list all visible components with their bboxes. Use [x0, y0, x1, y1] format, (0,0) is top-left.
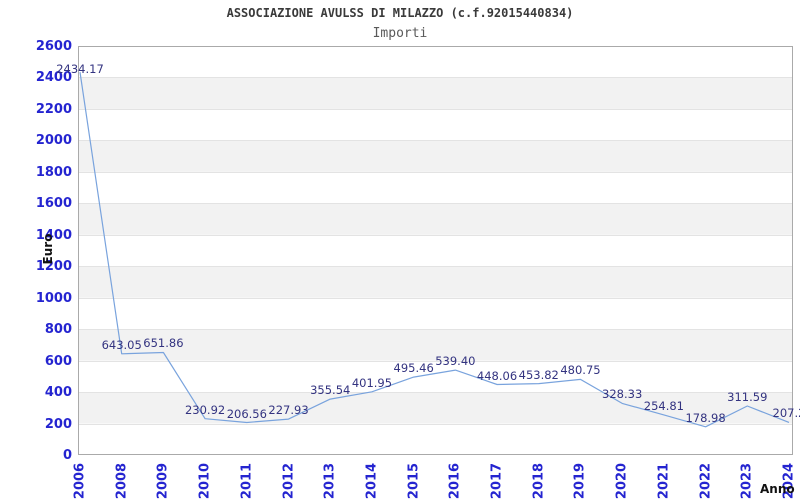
plot-border [78, 46, 793, 455]
y-tick-label: 600 [44, 353, 72, 369]
point-value-label: 355.54 [310, 383, 351, 398]
x-axis-label: Anno [760, 482, 795, 496]
y-tick-label: 1800 [35, 164, 72, 180]
x-tick-label: 2016 [447, 462, 463, 500]
y-tick-label: 2200 [35, 101, 72, 117]
point-value-label: 230.92 [184, 402, 226, 417]
point-value-label: 453.82 [518, 367, 559, 382]
x-tick-label: 2014 [364, 462, 380, 500]
band-stripe [78, 77, 793, 109]
point-value-label: 207.2 [772, 406, 800, 421]
x-tick-label: 2015 [406, 462, 422, 500]
y-tick-label: 2400 [35, 70, 72, 86]
y-tick-label: 1600 [35, 196, 72, 212]
data-line [79, 72, 790, 428]
y-tick-label: 800 [44, 322, 72, 338]
point-value-label: 651.86 [143, 336, 184, 351]
point-value-label: 495.46 [393, 361, 434, 376]
y-tick-label: 1200 [35, 259, 72, 275]
x-tick-label: 2010 [197, 462, 213, 500]
point-value-label: 206.56 [226, 406, 267, 421]
x-tick-label: 2018 [531, 462, 547, 500]
point-value-label: 227.93 [268, 403, 309, 418]
x-tick-label: 2017 [489, 462, 505, 500]
y-tick-label: 1000 [35, 290, 72, 306]
y-axis-label: Euro [41, 233, 55, 265]
x-tick-label: 2012 [281, 462, 297, 500]
point-value-label: 401.95 [351, 375, 393, 390]
x-tick-label: 2023 [739, 462, 755, 500]
point-value-label: 178.98 [685, 410, 726, 425]
point-value-label: 328.33 [602, 387, 643, 402]
x-tick-label: 2011 [239, 462, 255, 500]
point-value-label: 2434.17 [56, 62, 104, 77]
y-tick-label: 1400 [35, 227, 72, 243]
chart-subtitle: Importi [372, 26, 428, 41]
y-tick-label: 2000 [35, 133, 72, 149]
x-tick-label: 2022 [698, 462, 714, 500]
x-tick-label: 2020 [614, 462, 630, 500]
x-tick-label: 2009 [155, 462, 171, 500]
y-tick-label: 400 [44, 385, 72, 401]
point-value-label: 643.05 [101, 337, 142, 352]
band-stripe [78, 329, 793, 361]
x-tick-label: 2008 [114, 462, 130, 500]
x-tick-label: 2013 [322, 462, 338, 500]
band-stripe [78, 203, 793, 235]
point-value-label: 448.06 [476, 368, 518, 383]
y-tick-label: 0 [62, 448, 72, 463]
band-stripe [78, 266, 793, 298]
chart-title: ASSOCIAZIONE AVULSS DI MILAZZO (c.f.9201… [226, 6, 574, 20]
x-tick-label: 2019 [572, 462, 588, 500]
band-stripe [78, 140, 793, 172]
x-tick-label: 2021 [656, 462, 672, 500]
point-value-label: 254.81 [643, 398, 684, 413]
point-value-label: 311.59 [727, 389, 768, 404]
x-tick-label: 2006 [72, 462, 88, 500]
y-tick-label: 2600 [35, 39, 72, 54]
y-tick-label: 200 [44, 416, 72, 432]
point-value-label: 480.75 [560, 363, 601, 378]
point-value-label: 539.40 [435, 354, 476, 369]
